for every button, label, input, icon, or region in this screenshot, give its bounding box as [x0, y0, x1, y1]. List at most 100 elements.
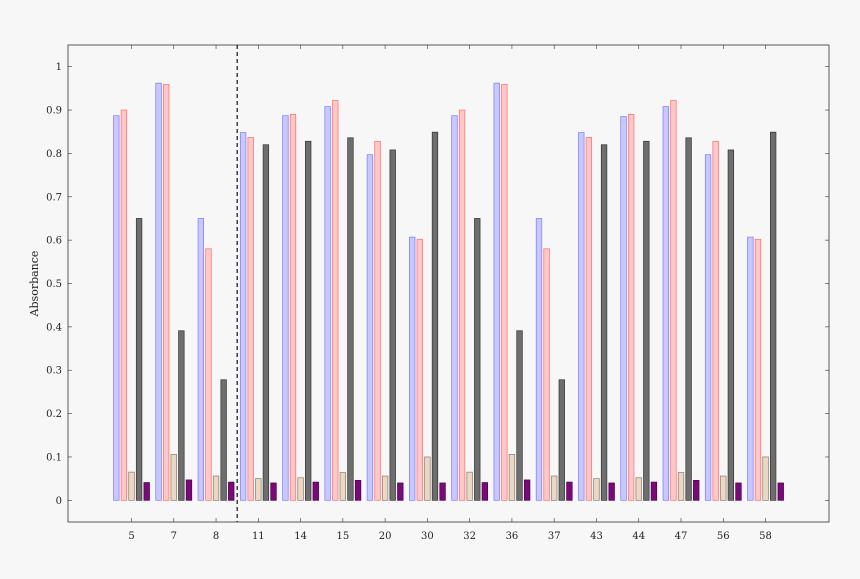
bar-series-2-11 [247, 137, 254, 501]
bar-series-3-5 [128, 471, 135, 501]
bar-series-4-56 [727, 149, 735, 501]
bar-series-4-32 [474, 218, 481, 501]
bar-series-4-36 [516, 330, 523, 501]
bar-series-2-15 [332, 100, 339, 501]
bar-series-1-5 [113, 115, 120, 501]
bar-series-5-14 [312, 481, 319, 501]
bar-series-4-15 [347, 137, 354, 501]
bar-series-3-43 [593, 478, 600, 501]
x-tick-label: 36 [506, 531, 519, 542]
bar-series-5-36 [523, 479, 531, 501]
bar-series-4-43 [600, 144, 608, 501]
y-tick-label: 0 [56, 496, 62, 507]
y-tick-label: 0.8 [46, 149, 62, 160]
bar-series-5-20 [397, 482, 404, 501]
bar-series-2-5 [120, 109, 128, 501]
bar-series-4-20 [389, 149, 396, 501]
bar-series-5-30 [439, 482, 446, 501]
bar-series-1-44 [620, 116, 627, 501]
bar-series-2-47 [670, 100, 677, 501]
bar-series-4-47 [685, 137, 692, 501]
bar-series-3-14 [297, 477, 304, 501]
bar-series-1-37 [535, 218, 543, 501]
bar-series-3-11 [255, 478, 262, 501]
bar-series-4-7 [178, 330, 185, 501]
bar-series-4-14 [305, 140, 312, 501]
bar-series-3-36 [508, 454, 516, 501]
x-tick-label: 56 [717, 531, 730, 542]
bar-series-3-58 [762, 456, 769, 501]
bar-series-2-37 [543, 248, 550, 501]
bar-series-1-15 [324, 106, 331, 501]
bar-series-5-15 [354, 480, 362, 501]
y-axis-label: Absorbance [28, 251, 41, 318]
bar-series-1-7 [155, 82, 162, 501]
x-tick-label: 5 [128, 531, 134, 542]
bar-series-3-20 [381, 475, 389, 501]
x-tick-label: 14 [294, 531, 307, 542]
bar-series-1-11 [239, 132, 247, 501]
bar-series-1-58 [747, 236, 754, 501]
bar-series-3-56 [720, 475, 727, 501]
bar-series-2-14 [289, 114, 297, 501]
bar-series-2-43 [585, 137, 593, 501]
bar-series-3-15 [339, 472, 346, 501]
x-tick-label: 11 [252, 531, 265, 542]
bar-series-5-8 [228, 481, 235, 501]
bar-series-3-7 [170, 454, 177, 501]
x-tick-label: 47 [675, 531, 688, 542]
x-tick-label: 44 [632, 531, 645, 542]
bar-series-3-37 [551, 475, 558, 501]
bar-series-4-37 [558, 379, 565, 501]
y-tick-label: 0.4 [46, 322, 62, 333]
bar-series-3-44 [635, 477, 642, 501]
x-tick-label: 15 [336, 531, 349, 542]
y-tick-label: 0.9 [46, 106, 62, 117]
bar-series-2-8 [205, 248, 212, 501]
bar-series-3-8 [212, 475, 220, 501]
bar-series-5-44 [650, 481, 658, 501]
bar-series-4-30 [431, 131, 439, 501]
x-tick-label: 43 [590, 531, 603, 542]
bar-series-1-8 [197, 218, 204, 501]
y-tick-label: 0.6 [46, 236, 62, 247]
bar-series-3-32 [466, 471, 473, 501]
x-tick-label: 32 [463, 531, 476, 542]
bar-series-5-43 [608, 482, 615, 501]
bar-series-2-36 [501, 84, 508, 501]
bar-series-2-7 [163, 84, 170, 501]
x-tick-label: 37 [548, 531, 561, 542]
bar-series-5-7 [185, 479, 193, 501]
plot-frame [67, 44, 830, 523]
y-tick-label: 0.1 [46, 452, 62, 463]
bar-series-5-37 [566, 481, 573, 501]
y-tick-label: 0.7 [46, 192, 62, 203]
y-tick-label: 0.3 [46, 366, 62, 377]
bar-series-1-32 [451, 115, 458, 501]
bar-series-5-5 [143, 482, 150, 501]
x-tick-label: 58 [759, 531, 772, 542]
bar-series-2-44 [627, 114, 635, 501]
y-tick-label: 0.5 [46, 279, 62, 290]
bar-series-1-36 [493, 82, 500, 501]
bar-series-4-8 [220, 379, 227, 501]
bar-series-5-56 [735, 482, 742, 501]
bar-series-3-47 [677, 472, 685, 501]
bar-series-4-11 [262, 144, 270, 501]
bar-series-1-47 [662, 106, 669, 501]
bar-series-4-58 [769, 131, 777, 501]
bar-series-5-11 [270, 482, 277, 501]
bar-series-2-32 [458, 109, 466, 501]
bar-series-1-56 [704, 154, 712, 501]
y-tick-label: 0.2 [46, 409, 62, 420]
bar-series-1-20 [366, 154, 374, 501]
bar-series-2-58 [754, 238, 762, 501]
bar-series-5-58 [777, 482, 784, 501]
y-tick-label: 1 [56, 62, 62, 73]
x-tick-label: 20 [379, 531, 392, 542]
bar-series-5-32 [481, 482, 489, 501]
bar-series-2-30 [416, 238, 423, 501]
bar-series-4-5 [135, 218, 143, 501]
